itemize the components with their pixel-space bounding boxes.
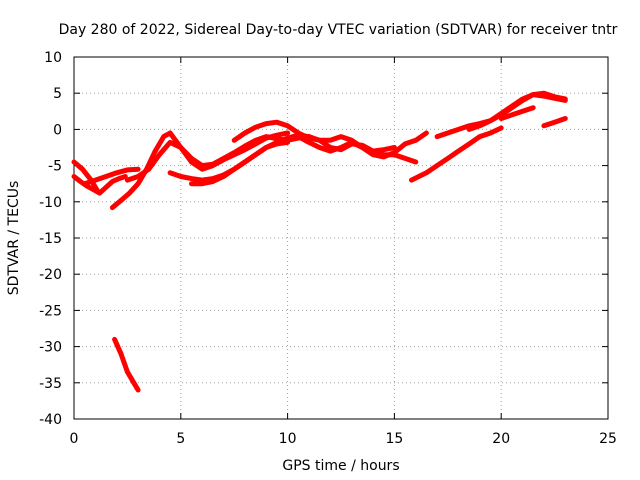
series-line-trace-12 [466, 92, 568, 132]
series-line-trace-4 [109, 130, 291, 211]
y-tick-label: -15 [39, 231, 62, 247]
x-tick-label: 20 [492, 431, 510, 447]
y-tick-label: -20 [39, 267, 62, 283]
series-line-trace-14 [541, 116, 568, 129]
x-tick-label: 0 [70, 431, 79, 447]
x-tick-label: 5 [176, 431, 185, 447]
x-tick-label: 10 [279, 431, 297, 447]
grid [74, 57, 608, 419]
axis-ticks [73, 56, 609, 420]
y-tick-label: 0 [53, 122, 62, 138]
y-tick-label: -35 [39, 376, 62, 392]
y-tick-label: 5 [53, 86, 62, 102]
y-tick-label: -25 [39, 303, 62, 319]
series-line-trace-9 [295, 130, 429, 160]
series-line-trace-13 [498, 105, 536, 121]
chart-title: Day 280 of 2022, Sidereal Day-to-day VTE… [59, 22, 618, 38]
series-line-trace-7 [189, 139, 291, 187]
series-line-trace-15 [112, 336, 141, 393]
y-axis-label: SDTVAR / TECUs [6, 181, 22, 296]
y-tick-label: 10 [44, 50, 62, 66]
series-line-trace-3 [82, 166, 141, 187]
series-line-trace-10 [409, 125, 504, 183]
x-axis-label: GPS time / hours [282, 458, 399, 474]
y-tick-label: -30 [39, 340, 62, 356]
data-series [71, 90, 568, 393]
x-tick-label: 15 [385, 431, 403, 447]
axis-tick-labels: 0 5 10 15 20 25 10 5 0 -5 -10 -15 -20 -25 -30 -35 -40 [39, 50, 617, 447]
y-tick-label: -40 [39, 412, 62, 428]
x-tick-label: 25 [599, 431, 617, 447]
y-tick-label: -10 [39, 195, 62, 211]
series-line-trace-2 [71, 159, 100, 194]
y-tick-label: -5 [48, 159, 62, 175]
